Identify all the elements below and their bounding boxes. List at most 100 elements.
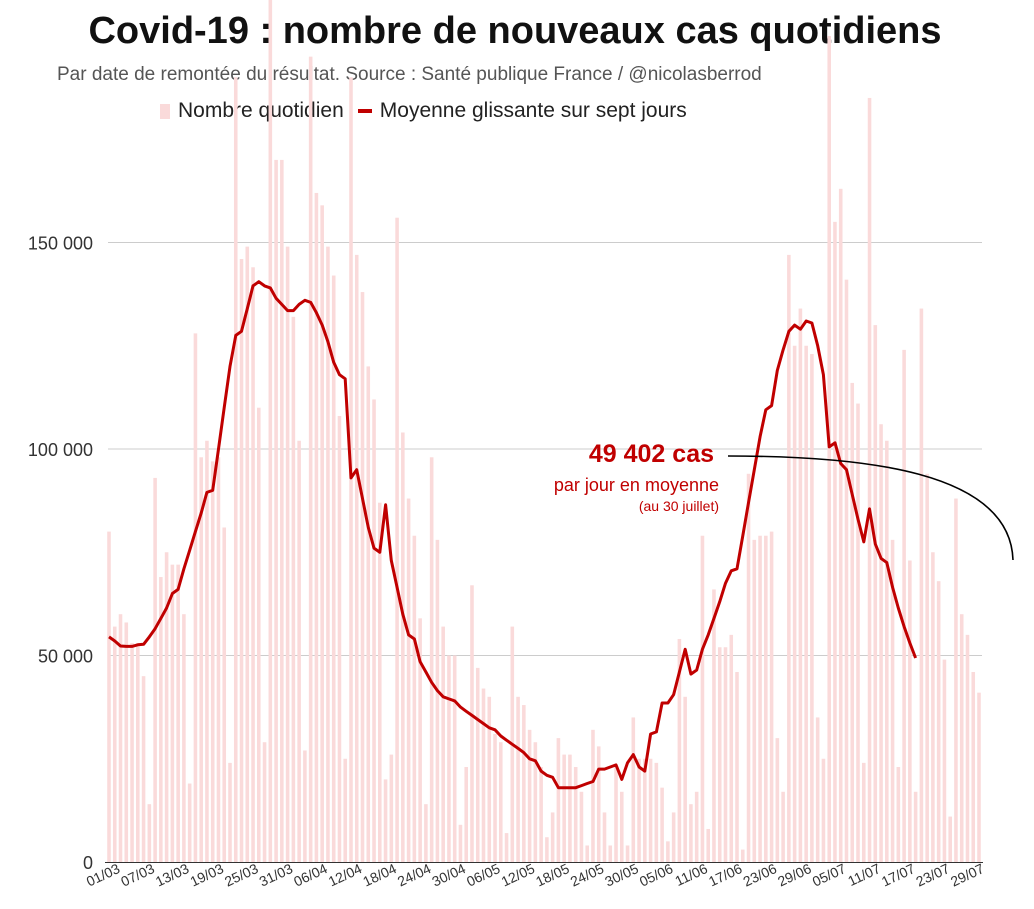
bar: [504, 833, 509, 862]
bar: [850, 382, 855, 862]
bar: [919, 308, 924, 863]
x-tick-label: 13/03: [153, 860, 192, 889]
bar: [885, 440, 889, 862]
x-tick-label: 06/04: [291, 860, 330, 889]
bar: [827, 36, 831, 862]
bar: [608, 845, 613, 862]
legend-bar-swatch: [160, 103, 170, 119]
bar: [666, 841, 670, 862]
bar: [124, 622, 129, 862]
bar: [856, 403, 860, 862]
x-tick-label: 05/07: [810, 860, 849, 889]
bar: [723, 647, 728, 862]
bar: [118, 614, 123, 862]
bar: [954, 498, 958, 862]
bar: [798, 308, 803, 863]
bar: [965, 634, 970, 862]
bar: [481, 688, 486, 862]
moving-average-line: [108, 280, 918, 790]
bar: [890, 539, 895, 862]
x-tick-label: 17/06: [706, 860, 745, 889]
bar: [378, 502, 382, 862]
bar: [435, 539, 440, 862]
bar: [164, 552, 169, 862]
bar: [205, 440, 209, 862]
bar: [493, 733, 497, 862]
bar: [740, 849, 745, 862]
bar: [112, 626, 117, 862]
x-tick-label: 30/04: [429, 860, 468, 889]
bar: [689, 804, 693, 862]
bar: [746, 473, 751, 862]
bar: [406, 498, 411, 862]
bar: [401, 432, 405, 862]
legend-bars-label: Nombre quotidien: [178, 99, 344, 122]
bar: [153, 477, 157, 862]
bar-series: [107, 0, 981, 863]
bar: [925, 473, 929, 862]
x-tick-label: 11/07: [845, 860, 883, 889]
bar: [343, 758, 348, 862]
bar: [360, 292, 365, 862]
y-tick-label: 150 000: [28, 234, 93, 254]
bar: [694, 791, 699, 862]
bar: [303, 750, 307, 862]
bar: [792, 345, 797, 862]
bar: [262, 742, 267, 862]
bar: [320, 205, 324, 862]
bar: [683, 696, 687, 862]
x-tick-label: 12/05: [499, 860, 538, 889]
x-tick-label: 25/03: [222, 860, 261, 889]
bar: [383, 779, 388, 862]
bar: [602, 812, 607, 862]
bar: [787, 254, 791, 862]
bar: [631, 717, 636, 862]
bar: [268, 0, 273, 862]
y-axis-ticks: 0 50 000 100 000 150 000: [28, 234, 93, 874]
x-tick-label: 12/04: [326, 860, 365, 889]
bar: [637, 758, 641, 862]
bar: [729, 634, 734, 862]
bar: [942, 659, 947, 862]
bar: [614, 767, 618, 862]
legend-line-swatch: [357, 109, 372, 113]
bar: [706, 828, 710, 862]
x-tick-label: 23/06: [741, 860, 780, 889]
bar: [844, 279, 849, 862]
bar: [170, 564, 175, 862]
bar: [810, 354, 814, 862]
bar: [579, 791, 584, 862]
bar: [147, 804, 152, 862]
bar: [545, 837, 549, 862]
bar: [971, 672, 976, 862]
bar: [591, 729, 595, 862]
x-tick-label: 30/05: [602, 860, 641, 889]
bar: [948, 816, 952, 862]
bar: [573, 767, 578, 862]
moving-average-series: [108, 280, 918, 790]
bar: [908, 560, 912, 862]
bar: [775, 738, 780, 862]
bar: [539, 767, 543, 862]
bar: [643, 758, 647, 862]
bar: [838, 188, 843, 862]
bar: [141, 676, 146, 862]
x-tick-label: 11/06: [672, 860, 710, 889]
bar: [821, 758, 826, 862]
bar: [815, 717, 820, 862]
annotation-arrow-group: [727, 455, 1014, 561]
bar: [326, 246, 330, 862]
bar: [556, 738, 561, 862]
x-tick-label: 29/07: [948, 860, 987, 889]
bar: [913, 791, 918, 862]
bar: [717, 647, 722, 862]
bar: [216, 457, 221, 862]
bar: [735, 672, 739, 862]
bar: [210, 461, 215, 862]
bar: [671, 812, 676, 862]
bar: [712, 589, 716, 862]
bar: [239, 259, 244, 862]
x-tick-label: 31/03: [257, 860, 296, 889]
bar: [274, 159, 278, 862]
annotation-date: (au 30 juillet): [638, 498, 719, 514]
